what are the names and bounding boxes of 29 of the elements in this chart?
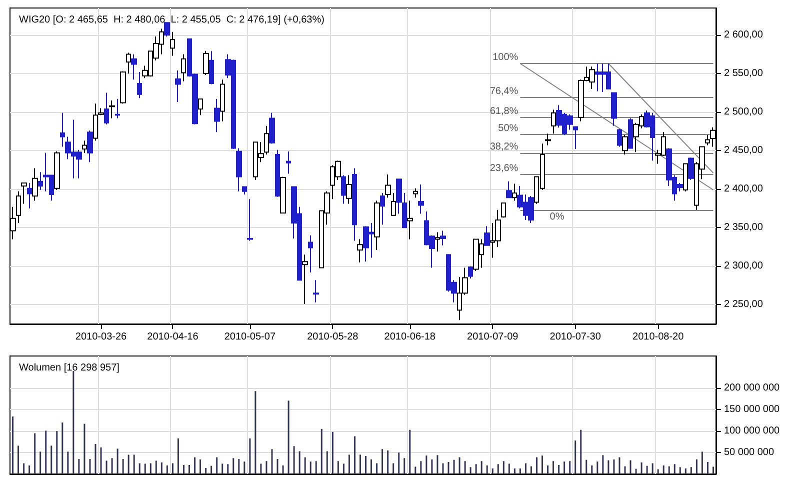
text: WIG20 [O: 2 465,65 H: 2 480,06 L: 2 455,05 C: 2 476,19] (+0,63%) xyxy=(19,14,324,26)
annotation: 100% xyxy=(492,52,518,63)
x-tick-label: 2010-06-18 xyxy=(384,332,436,342)
annotation: 38,2% xyxy=(490,141,518,152)
x-tick-label: 2010-04-16 xyxy=(147,332,199,342)
annotation: 50% xyxy=(498,122,518,134)
annotation: 61,8% xyxy=(490,106,518,117)
x-tick-label: 2010-07-30 xyxy=(550,332,602,342)
x-tick-label: 2010-05-28 xyxy=(307,332,359,342)
y-tick-label: 100 000 000 xyxy=(724,426,780,437)
y-tick-label: 2 550,00 xyxy=(724,68,764,80)
y-tick-label: 2 500,00 xyxy=(724,106,764,118)
y-tick-label: 2 450,00 xyxy=(724,145,764,156)
x-tick-label: 2010-03-26 xyxy=(75,332,128,342)
x-tick-label: 2010-05-07 xyxy=(224,332,276,342)
annotation: 23,6% xyxy=(490,162,518,174)
annotation: 0% xyxy=(550,211,564,222)
y-tick-label: 2 300,00 xyxy=(724,260,764,272)
text: Wolumen [16 298 957] xyxy=(19,362,120,374)
x-tick-label: 2010-08-20 xyxy=(632,332,684,342)
y-tick-label: 2 350,00 xyxy=(724,222,764,234)
y-tick-label: 200 000 000 xyxy=(724,382,780,394)
y-tick-label: 2 400,00 xyxy=(724,184,764,195)
y-tick-label: 50 000 000 xyxy=(724,447,774,458)
y-tick-label: 2 250,00 xyxy=(724,299,764,310)
annotation: 76,4% xyxy=(490,86,518,97)
y-tick-label: 2 600,00 xyxy=(724,29,764,40)
y-tick-label: 150 000 000 xyxy=(724,404,780,416)
x-tick-label: 2010-07-09 xyxy=(467,332,519,342)
